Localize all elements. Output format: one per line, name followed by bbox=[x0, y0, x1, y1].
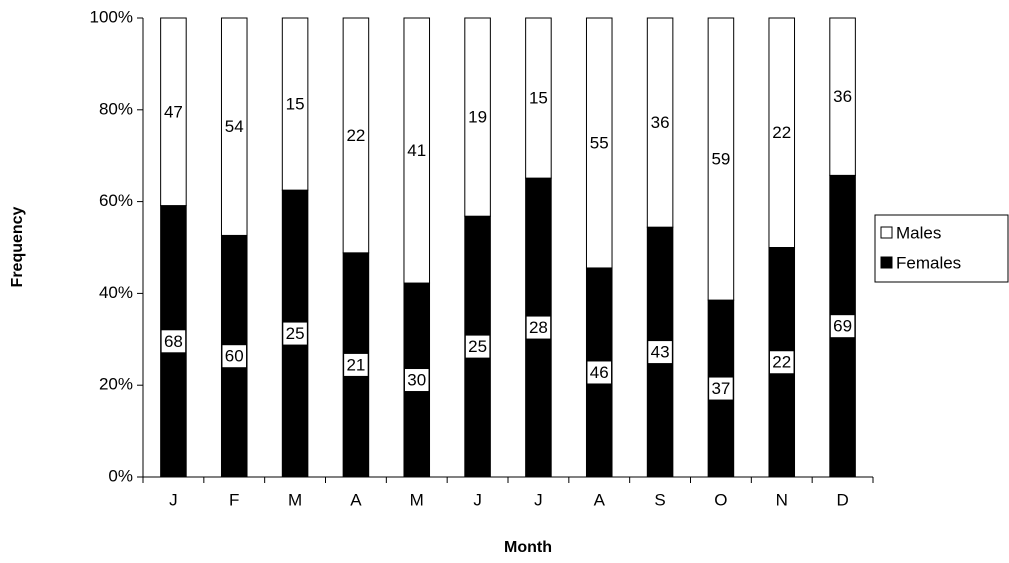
data-label-bg bbox=[526, 87, 551, 110]
data-label: 69 bbox=[833, 317, 852, 336]
data-label: 59 bbox=[711, 150, 730, 169]
data-label-bg bbox=[709, 377, 733, 400]
data-label-bg bbox=[769, 121, 794, 144]
x-tick-label: F bbox=[229, 490, 239, 509]
data-label: 22 bbox=[772, 123, 791, 142]
legend-label: Males bbox=[896, 223, 941, 242]
data-label-bg bbox=[830, 85, 855, 108]
data-label: 68 bbox=[164, 332, 183, 351]
data-label: 25 bbox=[468, 337, 487, 356]
y-tick-label: 80% bbox=[99, 99, 133, 118]
x-tick-label: D bbox=[836, 490, 848, 509]
data-label: 47 bbox=[164, 102, 183, 121]
legend-swatch bbox=[880, 256, 893, 269]
legend-swatch bbox=[880, 226, 893, 239]
x-tick-label: J bbox=[534, 490, 543, 509]
data-label: 37 bbox=[711, 379, 730, 398]
data-label-bg bbox=[587, 361, 612, 384]
x-tick-label: J bbox=[473, 490, 482, 509]
data-label-bg bbox=[830, 315, 855, 338]
data-label-bg bbox=[344, 353, 368, 376]
legend-box bbox=[874, 214, 1009, 283]
data-label: 19 bbox=[468, 108, 487, 127]
data-label: 55 bbox=[590, 133, 609, 152]
x-tick-label: O bbox=[714, 490, 727, 509]
data-label-bg bbox=[404, 369, 429, 392]
data-label-bg bbox=[344, 124, 368, 147]
data-label-bg bbox=[465, 106, 490, 129]
data-label-bg bbox=[769, 351, 794, 374]
data-label: 43 bbox=[651, 343, 670, 362]
data-label: 15 bbox=[529, 89, 548, 108]
data-label-bg bbox=[404, 139, 429, 162]
data-label: 41 bbox=[407, 141, 426, 160]
data-label: 21 bbox=[346, 355, 365, 374]
y-tick-label: 40% bbox=[99, 283, 133, 302]
data-label-bg bbox=[222, 345, 247, 368]
data-label: 30 bbox=[407, 371, 426, 390]
data-label-bg bbox=[283, 93, 307, 116]
data-label-bg bbox=[709, 148, 733, 171]
data-label: 28 bbox=[529, 318, 548, 337]
legend-label: Females bbox=[896, 253, 961, 272]
data-label: 22 bbox=[346, 126, 365, 145]
data-label: 36 bbox=[651, 113, 670, 132]
data-label-bg bbox=[648, 341, 672, 364]
y-tick-label: 60% bbox=[99, 191, 133, 210]
data-label-bg bbox=[222, 115, 247, 138]
x-tick-label: M bbox=[288, 490, 302, 509]
data-label: 60 bbox=[225, 347, 244, 366]
data-label-bg bbox=[648, 111, 672, 134]
x-axis-title: Month bbox=[504, 539, 552, 556]
y-tick-label: 100% bbox=[90, 7, 133, 26]
y-tick-label: 0% bbox=[108, 466, 133, 485]
data-label-bg bbox=[283, 322, 307, 345]
data-label: 25 bbox=[286, 324, 305, 343]
x-tick-label: J bbox=[169, 490, 178, 509]
x-tick-label: M bbox=[410, 490, 424, 509]
data-label-bg bbox=[161, 100, 186, 123]
data-label-bg bbox=[587, 131, 612, 154]
data-label-bg bbox=[526, 316, 551, 339]
y-tick-label: 20% bbox=[99, 375, 133, 394]
data-label: 22 bbox=[772, 353, 791, 372]
x-tick-label: S bbox=[654, 490, 665, 509]
data-label: 36 bbox=[833, 87, 852, 106]
y-axis-title: Frequency bbox=[9, 206, 26, 287]
x-tick-label: A bbox=[350, 490, 362, 509]
data-label-bg bbox=[465, 335, 490, 358]
data-label-bg bbox=[161, 330, 186, 353]
data-label: 54 bbox=[225, 117, 244, 136]
x-tick-label: N bbox=[776, 490, 788, 509]
x-tick-label: A bbox=[594, 490, 606, 509]
data-label: 15 bbox=[286, 95, 305, 114]
data-label: 46 bbox=[590, 363, 609, 382]
